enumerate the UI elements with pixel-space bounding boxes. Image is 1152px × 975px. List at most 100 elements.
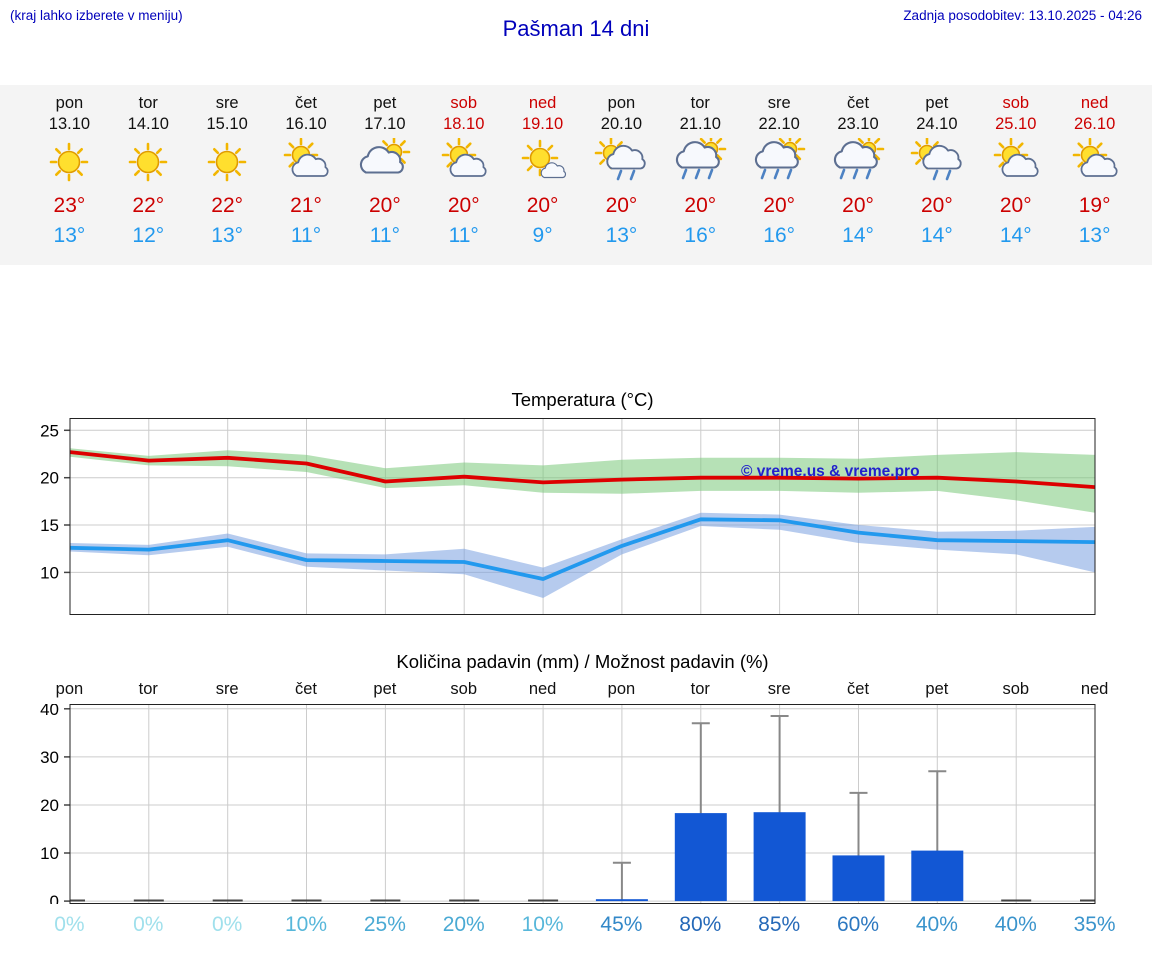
precip-probability: 0% (133, 913, 164, 936)
day-high-temp: 20° (921, 194, 953, 217)
day-name: čet (847, 94, 870, 112)
temperature-chart-title: Temperatura (°C) (511, 389, 654, 410)
precipitation-chart: 0 10 20 30 40 (0, 704, 1152, 904)
svg-text:30: 30 (40, 748, 59, 767)
forecast-day-17.10: pet 17.10 20° 11° (345, 94, 424, 265)
precip-day-label: pet (373, 680, 397, 698)
sun-icon (109, 137, 188, 187)
day-high-temp: 20° (842, 194, 874, 217)
sun-rain-icon (897, 137, 976, 187)
precip-zero-tick (70, 899, 85, 902)
precip-zero-tick (449, 899, 480, 902)
day-name: pon (607, 94, 636, 112)
day-high-temp: 20° (526, 194, 559, 217)
day-name: pet (373, 94, 397, 112)
day-high-temp: 23° (53, 194, 86, 217)
svg-text:15: 15 (40, 516, 59, 535)
forecast-day-26.10: ned 26.10 19° 13° (1055, 94, 1134, 265)
day-high-temp: 20° (447, 194, 480, 217)
day-date: 14.10 (127, 115, 169, 133)
precip-bar (911, 850, 964, 902)
day-high-temp: 20° (605, 194, 638, 217)
precip-zero-tick (1080, 899, 1095, 902)
page-title: Pašman 14 dni (502, 16, 650, 41)
svg-text:0: 0 (50, 892, 59, 904)
day-high-temp: 21° (290, 194, 322, 217)
day-low-temp: 13° (53, 224, 86, 247)
day-high-temp: 19° (1078, 194, 1111, 217)
precip-zero-tick (133, 899, 164, 902)
sun-cloud-icon (267, 137, 346, 187)
day-date: 13.10 (48, 115, 91, 133)
sun-cloud-icon (976, 137, 1055, 187)
precip-probability: 80% (679, 913, 722, 936)
day-date: 24.10 (916, 115, 958, 133)
forecast-day-13.10: pon 13.10 23° 13° (30, 94, 109, 265)
day-name: pon (55, 94, 84, 112)
day-high-temp: 20° (999, 194, 1032, 217)
day-low-temp: 16° (684, 224, 717, 247)
forecast-day-22.10: sre 22.10 20° 16° (740, 94, 819, 265)
precip-probability: 85% (758, 913, 801, 936)
precip-probability: 0% (54, 913, 85, 936)
precip-zero-tick (528, 899, 559, 902)
day-high-temp: 20° (684, 194, 717, 217)
forecast-day-25.10: sob 25.10 20° 14° (976, 94, 1055, 265)
min-temp-line (70, 517, 1095, 581)
day-name: tor (690, 94, 710, 112)
day-name: pet (925, 94, 949, 112)
precip-zero-tick (212, 899, 243, 902)
forecast-days: pon 13.10 23° 13° tor 14.10 22° 12° sre 15.10 22° 1… (30, 85, 1134, 265)
precip-bar (595, 899, 648, 902)
day-high-temp: 20° (763, 194, 796, 217)
forecast-day-23.10: čet 23.10 20° 14° (819, 94, 898, 265)
precip-probability: 20% (442, 913, 485, 936)
day-name: tor (138, 94, 158, 112)
precip-day-label: ned (528, 680, 557, 698)
forecast-day-24.10: pet 24.10 20° 14° (897, 94, 976, 265)
day-low-temp: 12° (132, 224, 165, 247)
precip-bar (753, 812, 806, 902)
cloud-sun-icon (345, 137, 424, 187)
precip-bar (674, 813, 727, 902)
forecast-strip: pon 13.10 23° 13° tor 14.10 22° 12° sre 15.10 22° 1… (0, 85, 1152, 265)
forecast-day-19.10: ned 19.10 20° 9° (503, 94, 582, 265)
day-name: čet (295, 94, 318, 112)
precip-day-label: tor (138, 680, 158, 698)
svg-text:25: 25 (40, 421, 59, 440)
day-name: sre (215, 94, 239, 112)
watermark-link[interactable]: © vreme.us & vreme.pro (741, 463, 920, 480)
day-high-temp: 22° (132, 194, 165, 217)
day-low-temp: 14° (842, 224, 874, 247)
precip-probability: 40% (915, 913, 958, 936)
sun-icon (188, 137, 267, 187)
day-date: 19.10 (521, 115, 564, 133)
weather-page: (kraj lahko izberete v meniju) Pašman 14… (0, 8, 1152, 936)
day-date: 23.10 (837, 115, 879, 133)
precip-day-labels: pon tor sre čet pet sob ned pon tor sre čet pet sob n… (30, 680, 1134, 699)
day-low-temp: 14° (921, 224, 953, 247)
day-name: ned (1080, 94, 1109, 112)
precip-probability: 10% (284, 913, 328, 936)
day-high-temp: 22° (211, 194, 244, 217)
svg-text:20: 20 (40, 796, 59, 815)
day-date: 21.10 (679, 115, 721, 133)
day-low-temp: 16° (763, 224, 796, 247)
day-low-temp: 11° (369, 224, 400, 247)
precip-zero-tick (1001, 899, 1032, 902)
sun-cloud-icon (1055, 137, 1134, 187)
day-low-temp: 11° (448, 224, 479, 247)
precip-probability: 45% (600, 913, 643, 936)
day-high-temp: 20° (368, 194, 401, 217)
svg-text:20: 20 (40, 469, 59, 488)
max-temp-line (70, 450, 1095, 489)
day-low-temp: 11° (290, 224, 322, 247)
day-date: 16.10 (285, 115, 327, 133)
svg-text:10: 10 (40, 563, 59, 582)
precip-zero-tick (370, 899, 401, 902)
forecast-day-16.10: čet 16.10 21° 11° (267, 94, 346, 265)
forecast-day-18.10: sob 18.10 20° 11° (424, 94, 503, 265)
day-low-temp: 14° (999, 224, 1032, 247)
forecast-day-15.10: sre 15.10 22° 13° (188, 94, 267, 265)
precip-probability: 25% (363, 913, 406, 936)
